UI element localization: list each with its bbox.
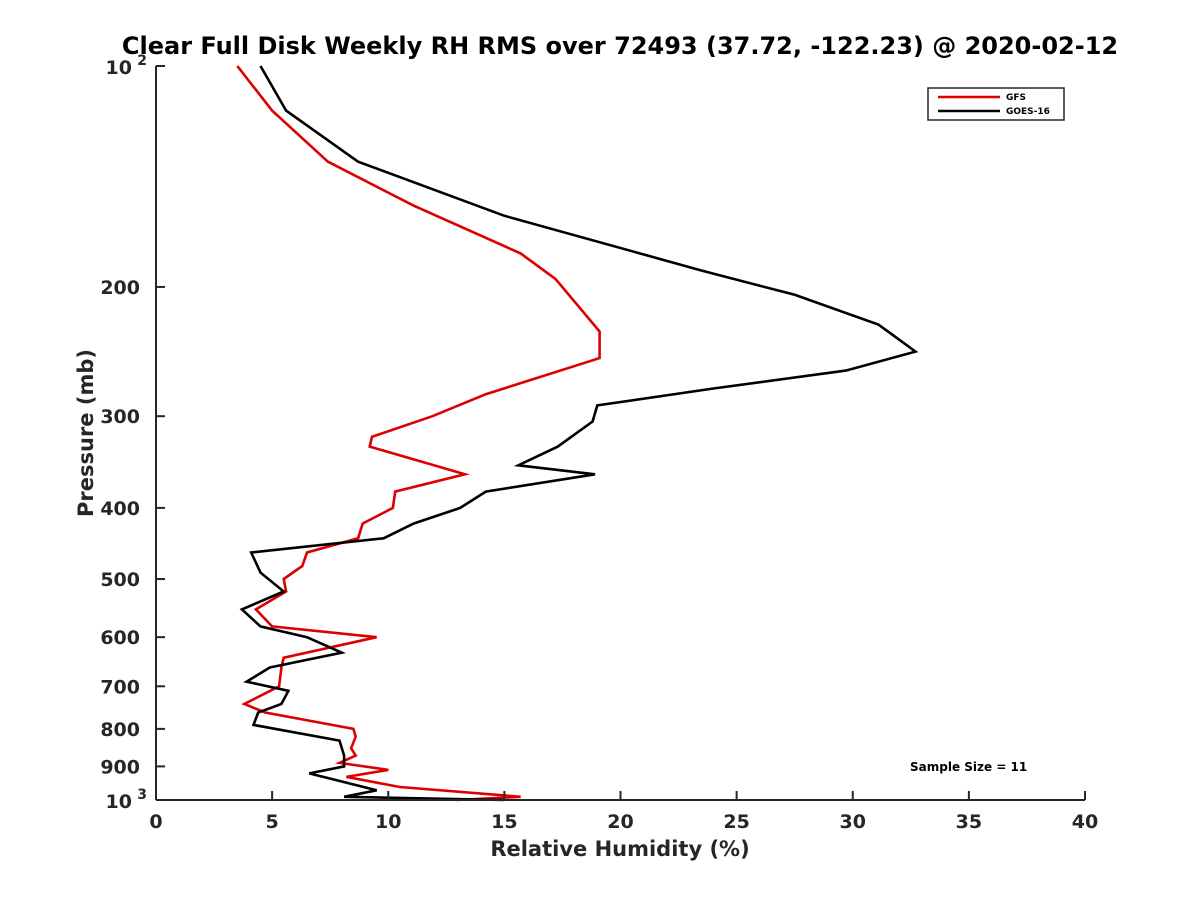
y-tick-power-exponent: 2 xyxy=(137,53,147,69)
x-tick-label: 35 xyxy=(956,811,982,833)
y-axis-ticks: 10 2 200 300 400 500 600 700 800 900 10 3 xyxy=(100,53,165,813)
y-tick-label: 900 xyxy=(100,756,140,778)
legend-label-gfs: GFS xyxy=(1006,93,1026,103)
series-layer xyxy=(236,65,919,802)
x-tick-label: 15 xyxy=(491,811,517,833)
y-tick-power-base: 10 xyxy=(106,791,132,813)
x-tick-label: 40 xyxy=(1072,811,1098,833)
y-tick-power-base: 10 xyxy=(106,57,132,79)
x-tick-label: 10 xyxy=(375,811,401,833)
sample-size-annotation: Sample Size = 11 xyxy=(910,760,1027,774)
legend-label-goes16: GOES-16 xyxy=(1006,107,1050,117)
y-tick-label: 500 xyxy=(100,569,140,591)
legend: GFS GOES-16 xyxy=(927,87,1065,121)
x-axis-label: Relative Humidity (%) xyxy=(490,837,749,861)
y-tick-power-exponent: 3 xyxy=(137,787,147,803)
legend-box xyxy=(927,87,1065,121)
series-line-gfs xyxy=(236,65,601,802)
x-axis-ticks: 0 5 10 15 20 25 30 35 40 xyxy=(149,791,1098,833)
x-tick-label: 0 xyxy=(149,811,162,833)
y-tick-label: 800 xyxy=(100,719,140,741)
y-tick-label: 400 xyxy=(100,498,140,520)
y-tick-label-power: 10 2 xyxy=(106,53,147,79)
x-tick-label: 5 xyxy=(266,811,279,833)
x-tick-label: 25 xyxy=(723,811,749,833)
y-tick-label: 600 xyxy=(100,627,140,649)
x-tick-label: 20 xyxy=(607,811,633,833)
y-axis-label: Pressure (mb) xyxy=(74,349,98,517)
chart-title: Clear Full Disk Weekly RH RMS over 72493… xyxy=(122,32,1118,60)
y-tick-label: 200 xyxy=(100,277,140,299)
y-tick-label: 700 xyxy=(100,676,140,698)
series-line-goes16 xyxy=(239,65,919,802)
y-tick-label: 300 xyxy=(100,406,140,428)
y-tick-label-power: 10 3 xyxy=(106,787,147,813)
x-tick-label: 30 xyxy=(840,811,866,833)
